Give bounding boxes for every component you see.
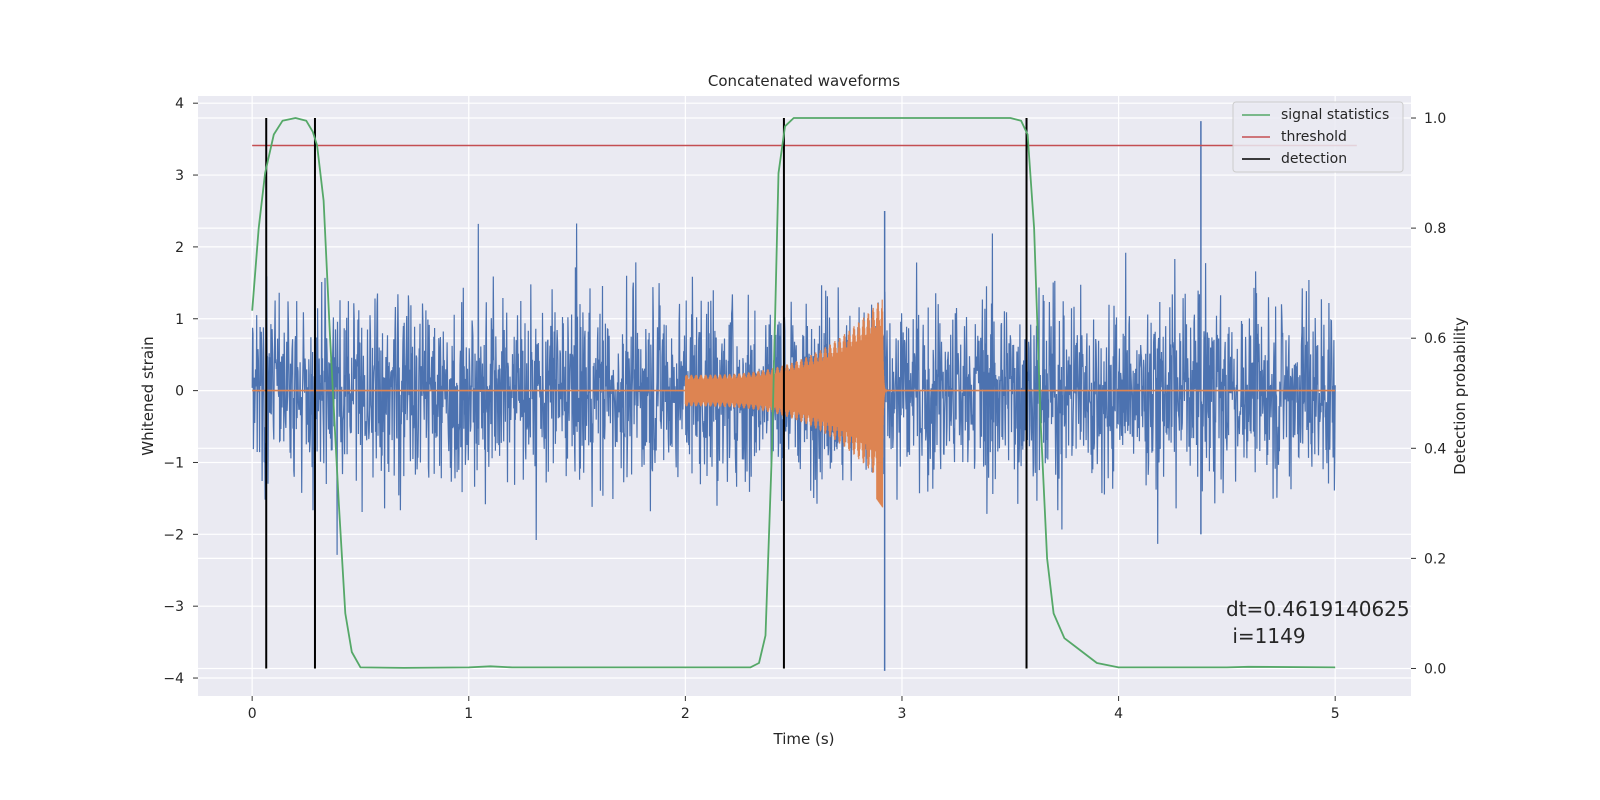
- series-layer: [251, 117, 1357, 671]
- y-tick-label: −4: [163, 671, 184, 687]
- chart-title: Concatenated waveforms: [708, 72, 900, 90]
- y-tick-label: 3: [175, 168, 184, 184]
- x-axis-label: Time (s): [773, 730, 835, 748]
- x-tick-label: 3: [898, 706, 907, 722]
- y-right-tick-label: 0.8: [1424, 221, 1446, 237]
- y-right-tick-label: 0.2: [1424, 551, 1446, 567]
- legend-label-detection: detection: [1281, 151, 1347, 167]
- x-tick-label: 5: [1331, 706, 1340, 722]
- y-tick-label: −2: [163, 527, 184, 543]
- y-right-tick-label: 1.0: [1424, 111, 1446, 127]
- legend-label-threshold: threshold: [1281, 129, 1347, 145]
- series-line-signal-statistics: [251, 117, 1336, 669]
- series-line-template-chirp: [684, 299, 888, 508]
- y-tick-label: 2: [175, 240, 184, 256]
- y-tick-label: 4: [175, 96, 184, 112]
- y-tick-label: 1: [175, 312, 184, 328]
- legend: signal statistics threshold detection: [1232, 101, 1404, 173]
- x-tick-label: 4: [1114, 706, 1123, 722]
- y-tick-label: −1: [163, 455, 184, 471]
- y-tick-label: 0: [175, 384, 184, 400]
- legend-label-signal-statistics: signal statistics: [1281, 107, 1389, 123]
- y-axis-label: Whitened strain: [139, 336, 157, 455]
- y-right-tick-label: 0.6: [1424, 331, 1446, 347]
- legend-box: [1232, 101, 1404, 173]
- y-right-tick-label: 0.4: [1424, 441, 1446, 457]
- y-tick-label: −3: [163, 599, 184, 615]
- axes-layer: 0 1 2 3 4 5 −4 −3 −2 −1 0 1 2 3 4 0.0 0.2 0.4 0.6 0.8 1.0: [163, 96, 1446, 722]
- annotation-index: i=1149: [1226, 624, 1306, 648]
- y-right-tick-label: 0.0: [1424, 661, 1446, 677]
- x-tick-label: 1: [464, 706, 473, 722]
- annotation-dt: dt=0.4619140625: [1226, 597, 1410, 621]
- y-axis-right-label: Detection probability: [1451, 317, 1469, 475]
- x-tick-label: 2: [681, 706, 690, 722]
- x-tick-label: 0: [248, 706, 257, 722]
